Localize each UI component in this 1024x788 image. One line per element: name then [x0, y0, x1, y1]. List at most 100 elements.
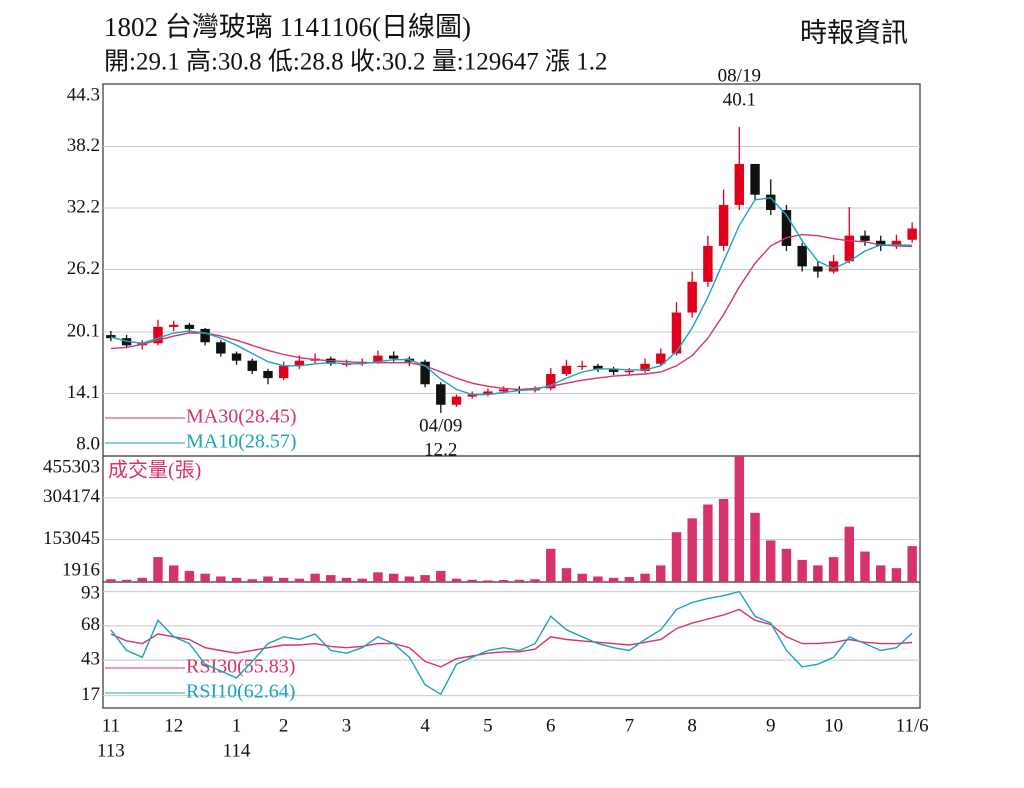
candle-body — [420, 361, 430, 385]
volume-bar — [797, 559, 807, 582]
volume-bar — [436, 570, 446, 582]
candle-body — [263, 370, 273, 379]
candle-body — [608, 368, 619, 372]
volume-bar — [231, 577, 242, 582]
candle-body — [766, 194, 776, 211]
candle-body — [216, 342, 226, 354]
annotation-value: 12.2 — [424, 439, 457, 460]
volume-bar — [671, 532, 682, 582]
candle-body — [231, 353, 242, 361]
y-tick-label: 43 — [81, 648, 100, 669]
candle-body — [750, 163, 760, 195]
volume-bar — [876, 565, 886, 582]
candle-body — [718, 204, 729, 246]
legend-label: MA10(28.57) — [186, 431, 297, 453]
volume-bar — [734, 456, 745, 582]
volume-bar — [813, 565, 823, 582]
candle-body — [561, 365, 572, 375]
y-tick-label: 44.3 — [67, 84, 100, 105]
candle-body — [781, 210, 792, 246]
y-tick-label: 8.0 — [76, 433, 100, 454]
candle-body — [593, 365, 603, 369]
candle-body — [828, 261, 839, 272]
volume-bar — [766, 540, 776, 582]
volume-bar — [451, 578, 462, 582]
volume-bar — [656, 565, 666, 582]
volume-bar — [483, 580, 493, 582]
volume-bar — [718, 498, 729, 582]
volume-bar — [341, 577, 352, 582]
x-tick-label: 5 — [483, 715, 493, 736]
candle-body — [388, 355, 399, 359]
volume-bar — [703, 504, 713, 582]
y-tick-label: 68 — [81, 614, 100, 635]
volume-bar — [498, 580, 509, 582]
volume-bar — [247, 579, 257, 582]
x-tick-label: 11/6 — [896, 715, 929, 736]
candle-body — [483, 391, 493, 395]
chart-subtitle: 開:29.1 高:30.8 低:28.8 收:30.2 量:129647 漲 1… — [104, 48, 607, 76]
candle-body — [734, 163, 745, 205]
volume-bar — [891, 568, 902, 582]
y-tick-label: 1916 — [62, 559, 100, 580]
volume-bar — [326, 575, 336, 582]
candle-body — [860, 235, 870, 241]
volume-bar — [216, 576, 226, 582]
candle-body — [451, 396, 462, 405]
volume-bar — [168, 565, 179, 582]
candle-body — [703, 245, 713, 282]
y-tick-label: 93 — [81, 582, 100, 603]
candle-body — [153, 326, 163, 344]
volume-bar — [750, 512, 760, 582]
volume-bar — [844, 526, 855, 582]
x-tick-label: 8 — [687, 715, 697, 736]
candle-body — [200, 328, 210, 343]
volume-bar — [420, 575, 430, 582]
candle-body — [294, 360, 305, 366]
candle-body — [687, 281, 697, 313]
legend-label: RSI10(62.64) — [186, 681, 295, 703]
candle-body — [546, 374, 556, 389]
annotation-value: 40.1 — [723, 89, 756, 110]
candle-body — [106, 335, 116, 339]
candle-body — [373, 355, 383, 362]
x-tick-label: 9 — [766, 715, 776, 736]
volume-bar — [200, 573, 210, 582]
volume-bar — [860, 551, 870, 582]
volume-bar — [404, 576, 415, 582]
candle-body — [168, 324, 179, 327]
volume-bar — [357, 578, 367, 582]
candle-body — [498, 389, 509, 392]
y-tick-label: 26.2 — [67, 258, 100, 279]
x-tick-label: 12 — [164, 715, 183, 736]
volume-bar — [561, 568, 572, 582]
x-tick-label: 1 — [232, 715, 242, 736]
candle-body — [247, 360, 257, 371]
y-tick-label: 32.2 — [67, 196, 100, 217]
y-tick-label: 17 — [81, 684, 100, 705]
volume-bar — [184, 570, 195, 582]
volume-bar — [121, 579, 132, 582]
chart-title: 1802 台灣玻璃 1141106(日線圖) — [104, 12, 471, 42]
candle-body — [656, 353, 666, 364]
y-tick-label: 20.1 — [67, 320, 100, 341]
candle-body — [797, 245, 807, 267]
series-line — [110, 590, 913, 696]
series-line — [110, 197, 913, 396]
y-tick-label: 38.2 — [67, 135, 100, 156]
volume-bar — [153, 557, 163, 582]
volume-bar — [263, 576, 273, 582]
candle-body — [624, 370, 635, 373]
candle-body — [278, 365, 289, 379]
x-tick-label: 6 — [546, 715, 556, 736]
volume-bar — [907, 546, 917, 582]
annotation-date: 04/09 — [419, 415, 462, 436]
plot-frame — [102, 83, 921, 709]
volume-bar — [467, 579, 477, 582]
volume-bar — [514, 579, 525, 582]
x-tick-label: 3 — [342, 715, 352, 736]
candle-body — [876, 240, 886, 246]
candle-body — [184, 324, 195, 329]
volume-bar — [781, 548, 792, 582]
